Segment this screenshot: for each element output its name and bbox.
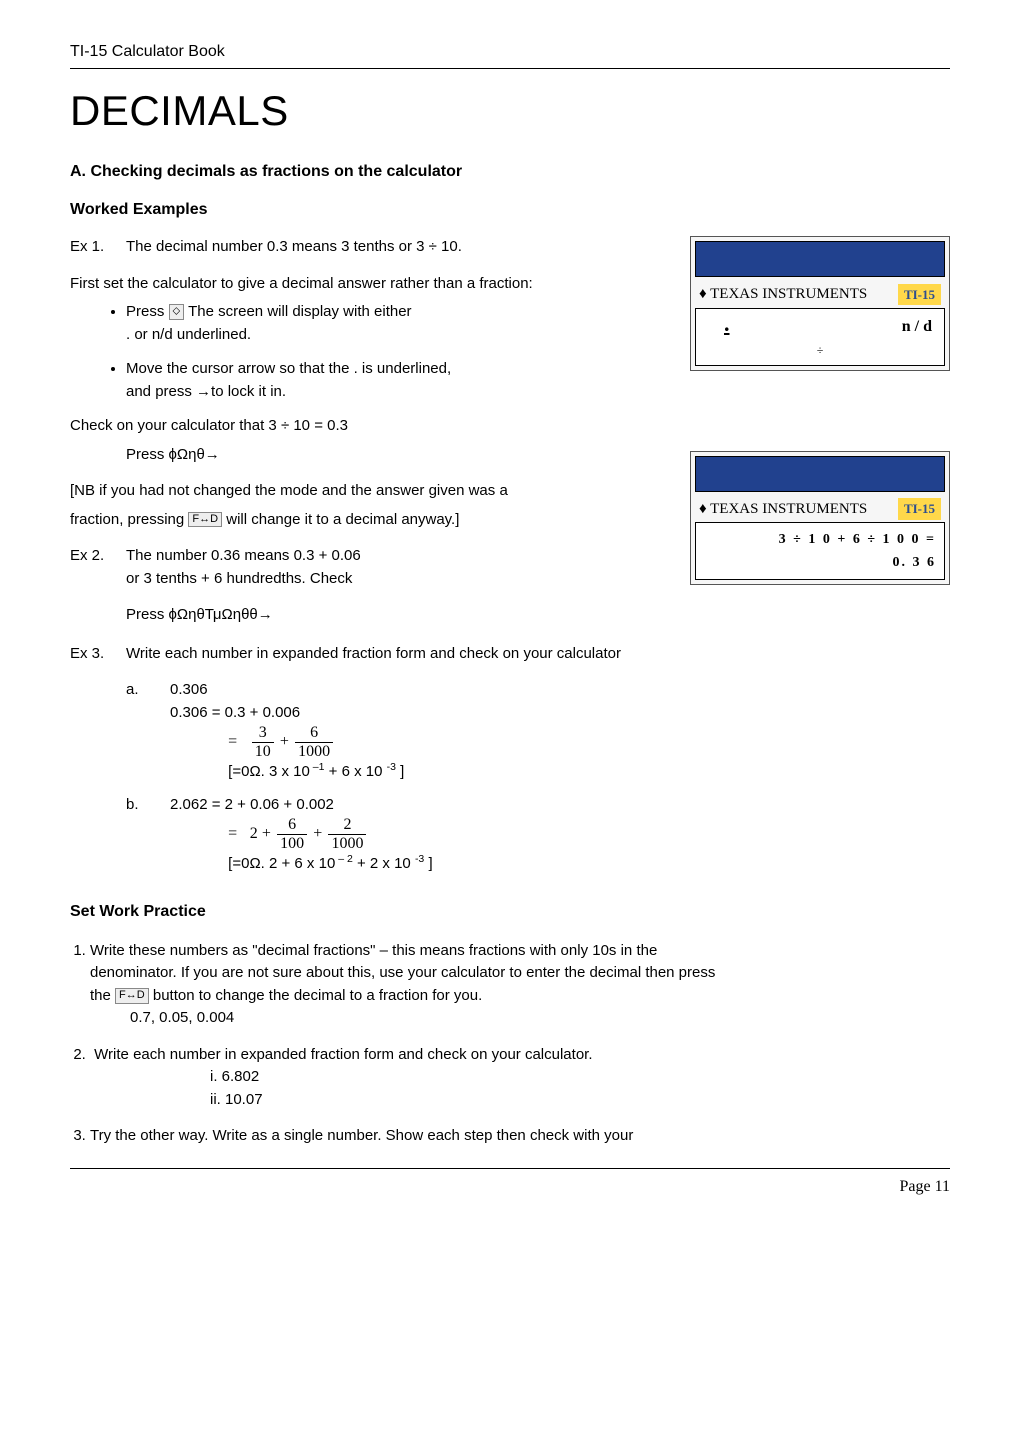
ex3-a-bracket: [=0Ω. 3 x 10 –1 + 6 x 10 -3 ]	[228, 763, 404, 780]
ex1-label: Ex 1.	[70, 236, 126, 259]
ex3-a-plus: +	[280, 733, 289, 750]
check-press: Press ϕΩηθ→	[70, 444, 670, 467]
calc2-brand: ♦ TEXAS INSTRUMENTS	[699, 498, 867, 521]
calc2-line-1: 3 ÷ 1 0 + 6 ÷ 1 0 0 =	[704, 529, 936, 550]
ex2-label: Ex 2.	[70, 545, 126, 568]
ex3-b-label: b.	[126, 794, 170, 817]
header-book-title: TI-15 Calculator Book	[70, 40, 950, 64]
ex3-b-fraction-1: 6 100	[277, 816, 307, 852]
nb-line-2b: will change it to a decimal anyway.]	[222, 511, 459, 528]
calc2-screen: 3 ÷ 1 0 + 6 ÷ 1 0 0 = 0. 3 6	[695, 522, 945, 580]
problem-2: Write each number in expanded fraction f…	[90, 1044, 950, 1112]
section-heading: A. Checking decimals as fractions on the…	[70, 160, 950, 184]
top-rule	[70, 68, 950, 69]
calc1-nd: n / d	[828, 315, 936, 339]
check-line: Check on your calculator that 3 ÷ 10 = 0…	[70, 415, 670, 438]
p2-roman-ii: ii. 10.07	[210, 1091, 263, 1108]
bullet-2: Move the cursor arrow so that the . is u…	[126, 358, 670, 403]
calc1-model: TI-15	[898, 284, 941, 306]
example-2: Ex 2. The number 0.36 means 0.3 + 0.06 o…	[70, 545, 670, 590]
ex3-part-b: b. 2.062 = 2 + 0.06 + 0.002 = 2 + 6 100 …	[126, 794, 950, 876]
problem-list: Write these numbers as "decimal fraction…	[70, 940, 950, 1148]
calculator-mockup-1: ♦ TEXAS INSTRUMENTS TI-15 . n / d ÷	[690, 236, 950, 371]
nb-line-1: [NB if you had not changed the mode and …	[70, 480, 670, 503]
ex3-b-equals: =	[228, 825, 237, 842]
p1-line-3b: button to change the decimal to a fracti…	[149, 987, 483, 1004]
p1-line-4: 0.7, 0.05, 0.004	[90, 1007, 234, 1030]
problem-1: Write these numbers as "decimal fraction…	[90, 940, 950, 1030]
calculator-mockup-2: ♦ TEXAS INSTRUMENTS TI-15 3 ÷ 1 0 + 6 ÷ …	[690, 451, 950, 586]
setup-intro: First set the calculator to give a decim…	[70, 273, 670, 296]
ex3-text: Write each number in expanded fraction f…	[126, 643, 950, 666]
ex3-a-value: 0.306	[170, 681, 208, 698]
bullet-1: Press ⬦ The screen will display with eit…	[126, 301, 670, 346]
page-title: DECIMALS	[70, 79, 950, 142]
p2-roman-i: i. 6.802	[210, 1068, 259, 1085]
bullet-1-text-b: The screen will display with either	[184, 303, 411, 320]
bullet-2-text-a: Move the cursor arrow so that the . is u…	[126, 360, 451, 377]
ex3-part-a: a. 0.306 0.306 = 0.3 + 0.006 = 3 10 + 6 …	[126, 679, 950, 784]
calc2-brand-row: ♦ TEXAS INSTRUMENTS TI-15	[691, 496, 949, 521]
page-number: Page 11	[70, 1175, 950, 1199]
nb-line-2a: fraction, pressing	[70, 511, 188, 528]
ex2-line-2: or 3 tenths + 6 hundredths. Check	[126, 570, 352, 587]
ex1-text: The decimal number 0.3 means 3 tenths or…	[126, 236, 670, 259]
ex3-a-fraction-1: 3 10	[252, 724, 274, 760]
example-3: Ex 3. Write each number in expanded frac…	[70, 643, 950, 666]
calc2-line-2: 0. 3 6	[704, 552, 936, 573]
fd-key-icon-2: F↔D	[115, 988, 149, 1003]
calc1-screen: . n / d ÷	[695, 308, 945, 366]
p1-line-1: Write these numbers as "decimal fraction…	[90, 942, 657, 959]
ex3-b-two: 2	[250, 825, 258, 842]
problem-3: Try the other way. Write as a single num…	[90, 1125, 950, 1148]
worked-examples-heading: Worked Examples	[70, 198, 950, 222]
setup-bullets: Press ⬦ The screen will display with eit…	[126, 301, 670, 403]
calc2-top-bar	[695, 456, 945, 492]
calc1-top-bar	[695, 241, 945, 277]
nb-line-2: fraction, pressing F↔D will change it to…	[70, 509, 670, 532]
mode-key-icon: ⬦	[169, 304, 185, 319]
ex2-line-1: The number 0.36 means 0.3 + 0.06	[126, 547, 361, 564]
ex3-b-line-1: 2.062 = 2 + 0.06 + 0.002	[170, 796, 334, 813]
p2-line-1: Write each number in expanded fraction f…	[94, 1046, 592, 1063]
calc1-dot: .	[724, 311, 730, 336]
p1-line-3a: the	[90, 987, 115, 1004]
fd-key-icon: F↔D	[188, 512, 222, 527]
ex3-a-line-1: 0.306 = 0.3 + 0.006	[170, 704, 300, 721]
ex3-b-plus-2: +	[313, 825, 322, 842]
bottom-rule	[70, 1168, 950, 1169]
bullet-1-text-c: . or n/d underlined.	[126, 326, 251, 343]
ex3-b-fraction-2: 2 1000	[328, 816, 366, 852]
ex3-a-equals: =	[228, 733, 237, 750]
example-1: Ex 1. The decimal number 0.3 means 3 ten…	[70, 236, 670, 259]
calc1-div-symbol: ÷	[704, 341, 936, 359]
ex3-b-bracket: [=0Ω. 2 + 6 x 10 – 2 + 2 x 10 -3 ]	[228, 855, 432, 872]
set-work-heading: Set Work Practice	[70, 900, 950, 924]
calc1-brand: ♦ TEXAS INSTRUMENTS	[699, 283, 867, 306]
ex3-b-plus-1: +	[262, 825, 271, 842]
ex3-a-fraction-2: 6 1000	[295, 724, 333, 760]
calc2-model: TI-15	[898, 498, 941, 520]
bullet-2-text-b: and press →to lock it in.	[126, 383, 286, 400]
bullet-1-text-a: Press	[126, 303, 169, 320]
ex3-a-label: a.	[126, 679, 170, 702]
ex2-press: Press ϕΩηθΤμΩηθθ→	[70, 604, 670, 627]
p3-line-1: Try the other way. Write as a single num…	[90, 1127, 633, 1144]
ex3-label: Ex 3.	[70, 643, 126, 666]
p1-line-2: denominator. If you are not sure about t…	[90, 964, 715, 981]
calc1-brand-row: ♦ TEXAS INSTRUMENTS TI-15	[691, 281, 949, 306]
